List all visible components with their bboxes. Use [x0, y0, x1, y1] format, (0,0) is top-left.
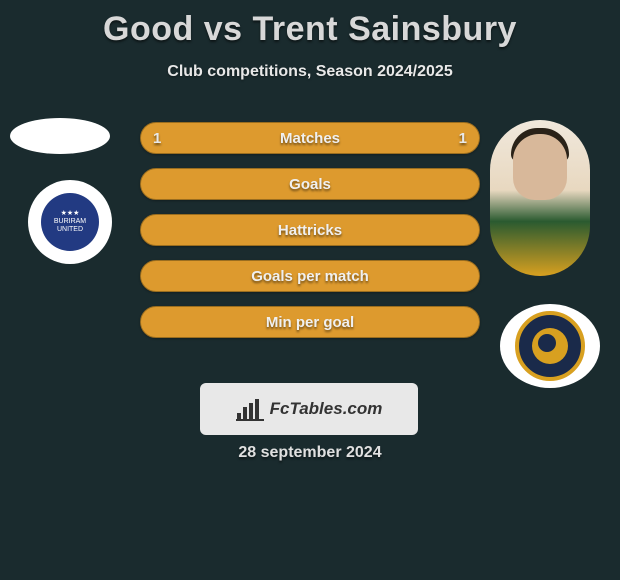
stat-row-matches: 1 Matches 1 [140, 122, 480, 154]
stat-row-hattricks: Hattricks [140, 214, 480, 246]
club-right-badge-inner [515, 311, 585, 381]
footer-date: 28 september 2024 [0, 444, 620, 462]
stat-right-value: 1 [459, 130, 467, 147]
stat-label: Hattricks [141, 222, 479, 239]
stat-label: Matches [141, 130, 479, 147]
player-right-face [513, 134, 567, 200]
club-right-badge [500, 304, 600, 388]
club-left-badge-inner: ★★★BURIRAMUNITED [41, 193, 99, 251]
page-subtitle: Club competitions, Season 2024/2025 [0, 63, 620, 81]
club-left-badge-text: ★★★BURIRAMUNITED [54, 210, 86, 233]
club-left-badge: ★★★BURIRAMUNITED [28, 180, 112, 264]
attribution-text: FcTables.com [270, 399, 383, 419]
attribution: FcTables.com [200, 383, 418, 435]
club-right-badge-swirl [532, 328, 568, 364]
bar-chart-icon [236, 397, 264, 421]
stat-row-goals-per-match: Goals per match [140, 260, 480, 292]
page-title: Good vs Trent Sainsbury [0, 0, 620, 49]
player-left-photo [10, 118, 110, 154]
stat-row-goals: Goals [140, 168, 480, 200]
stat-label: Goals [141, 176, 479, 193]
stat-label: Min per goal [141, 314, 479, 331]
player-right-photo [490, 120, 590, 276]
stats-column: 1 Matches 1 Goals Hattricks Goals per ma… [140, 122, 480, 352]
stat-label: Goals per match [141, 268, 479, 285]
stat-row-min-per-goal: Min per goal [140, 306, 480, 338]
